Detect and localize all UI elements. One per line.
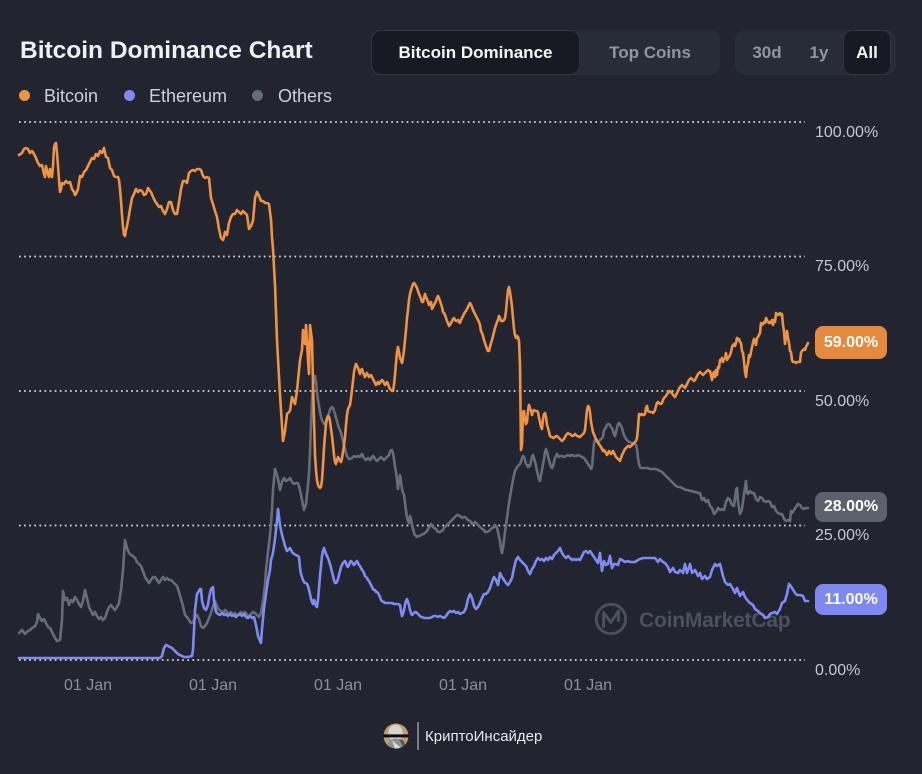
svg-text:CoinMarketCap: CoinMarketCap	[639, 609, 790, 632]
